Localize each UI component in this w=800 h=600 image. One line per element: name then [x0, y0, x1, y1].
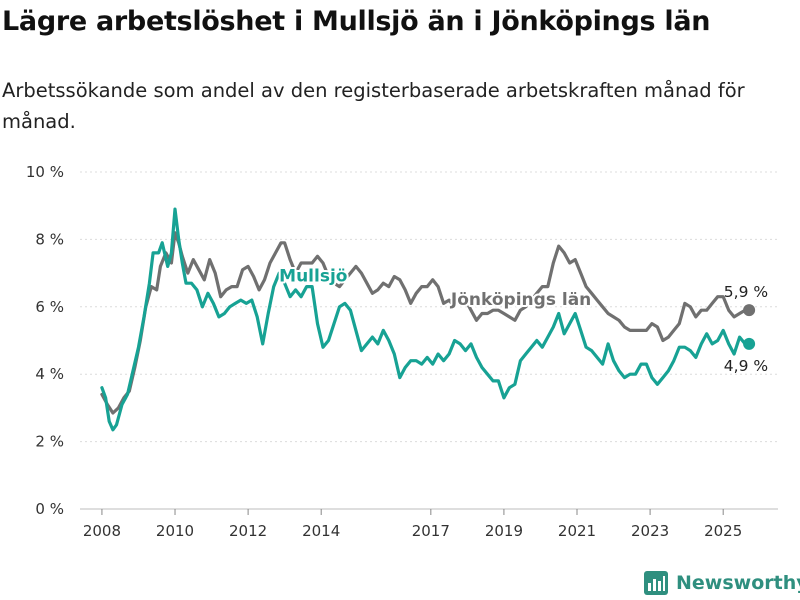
x-tick-label: 2008 — [83, 522, 121, 540]
grid-lines — [80, 171, 778, 510]
series-line-1 — [100, 207, 747, 432]
x-tick-label: 2025 — [704, 522, 742, 540]
series-labels: 5,9 % 4,9 % Jönköpings län Mullsjö — [277, 265, 768, 375]
bar-chart-logo-icon — [644, 571, 668, 595]
x-tick-label: 2019 — [485, 522, 523, 540]
y-tick-label: 8 % — [35, 230, 64, 248]
y-tick-label: 10 % — [26, 163, 64, 181]
series-end-marker-0 — [743, 304, 756, 317]
x-tick-label: 2017 — [412, 522, 450, 540]
series-end-label-0: 5,9 % — [724, 283, 768, 301]
chart-title: Lägre arbetslöshet i Mullsjö än i Jönköp… — [2, 6, 711, 37]
x-tick-label: 2023 — [631, 522, 669, 540]
series-lines — [100, 207, 756, 432]
x-tick-label: 2010 — [156, 522, 194, 540]
brand: Newsworthy — [644, 568, 800, 598]
x-tick-label: 2021 — [558, 522, 596, 540]
chart-subtitle: Arbetssökande som andel av den registerb… — [2, 79, 745, 133]
x-tick-label: 2012 — [229, 522, 267, 540]
y-tick-label: 6 % — [35, 298, 64, 316]
brand-name: Newsworthy — [676, 572, 800, 594]
series-end-label-1: 4,9 % — [724, 357, 768, 375]
series-name-label-0: Jönköpings län — [450, 290, 591, 310]
series-name-label-1: Mullsjö — [279, 267, 347, 287]
y-tick-label: 0 % — [35, 500, 64, 518]
y-tick-label: 2 % — [35, 433, 64, 451]
y-tick-label: 4 % — [35, 365, 64, 383]
axes: 0 % 2 % 4 % 6 % 8 % 10 % 2008 2010 2012 2014 2017 2… — [26, 163, 742, 540]
series-end-marker-1 — [743, 337, 756, 350]
series-line-0 — [100, 231, 747, 415]
x-tick-label: 2014 — [302, 522, 340, 540]
